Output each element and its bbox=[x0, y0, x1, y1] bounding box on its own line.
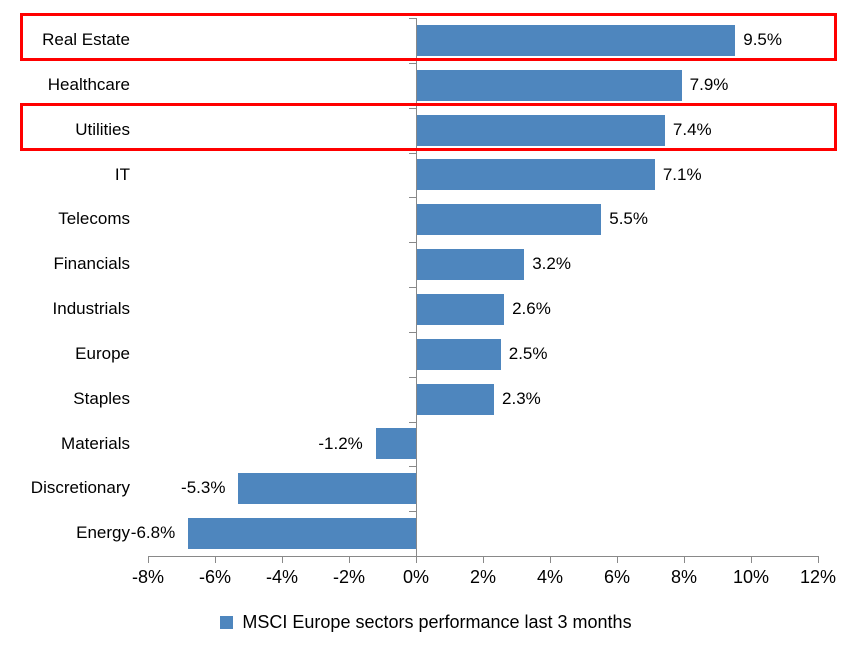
x-axis-tick bbox=[818, 556, 819, 563]
bar bbox=[417, 338, 501, 370]
bar bbox=[417, 69, 682, 101]
data-label: -6.8% bbox=[130, 523, 176, 543]
category-axis-tick bbox=[409, 466, 416, 468]
bar bbox=[417, 383, 495, 415]
category-label: IT bbox=[114, 164, 130, 184]
x-axis-tick bbox=[550, 556, 551, 563]
x-axis-tick bbox=[416, 556, 417, 563]
x-tick-label: 2% bbox=[469, 567, 496, 587]
y-axis-line bbox=[416, 18, 417, 556]
x-tick-label: 10% bbox=[732, 567, 770, 587]
category-label: Staples bbox=[73, 388, 130, 408]
category-axis-tick bbox=[409, 376, 416, 378]
x-axis-tick bbox=[215, 556, 216, 563]
x-tick-label: 8% bbox=[670, 567, 697, 587]
bar bbox=[417, 24, 736, 56]
data-label: 2.5% bbox=[508, 343, 548, 363]
category-axis-tick bbox=[409, 62, 416, 64]
data-label: -5.3% bbox=[181, 478, 226, 498]
category-axis-tick bbox=[409, 421, 416, 423]
x-tick-label: -2% bbox=[332, 567, 365, 587]
data-label: 7.9% bbox=[689, 74, 729, 94]
category-axis-tick bbox=[409, 331, 416, 333]
category-label: Utilities bbox=[75, 119, 130, 139]
bar bbox=[375, 428, 416, 460]
category-label: Financials bbox=[53, 254, 130, 274]
category-label: Telecoms bbox=[58, 209, 130, 229]
category-label: Healthcare bbox=[47, 74, 130, 94]
bar bbox=[417, 159, 655, 191]
category-label: Real Estate bbox=[42, 30, 130, 49]
bar bbox=[417, 204, 602, 236]
data-label: 2.6% bbox=[512, 299, 551, 318]
category-label: Energy bbox=[76, 523, 130, 543]
category-label: Europe bbox=[75, 343, 130, 363]
data-label: 3.2% bbox=[532, 254, 571, 274]
x-axis-tick bbox=[483, 556, 484, 563]
data-label: 2.3% bbox=[502, 388, 541, 408]
x-axis-tick bbox=[684, 556, 685, 563]
data-label: -1.2% bbox=[318, 433, 363, 453]
category-label: Discretionary bbox=[30, 478, 130, 498]
x-axis-tick bbox=[751, 556, 752, 563]
category-axis-tick bbox=[409, 107, 416, 109]
x-tick-label: -6% bbox=[198, 567, 231, 587]
category-axis-tick bbox=[409, 197, 416, 199]
data-label: 5.5% bbox=[609, 209, 648, 229]
x-axis-tick bbox=[148, 556, 149, 563]
legend: MSCI Europe sectors performance last 3 m… bbox=[0, 607, 852, 637]
category-axis-tick bbox=[409, 152, 416, 154]
x-tick-label: -8% bbox=[131, 567, 164, 587]
x-axis-tick bbox=[617, 556, 618, 563]
x-tick-label: 4% bbox=[536, 567, 563, 587]
category-axis-tick bbox=[409, 242, 416, 244]
bar bbox=[188, 518, 416, 550]
x-tick-label: 0% bbox=[402, 567, 429, 587]
data-label: 9.5% bbox=[743, 30, 782, 49]
legend-swatch-icon bbox=[220, 615, 234, 629]
category-axis-tick bbox=[409, 511, 416, 513]
bar bbox=[417, 114, 665, 146]
x-tick-label: 12% bbox=[799, 567, 837, 587]
category-label: Materials bbox=[61, 433, 130, 453]
category-axis-tick bbox=[409, 287, 416, 288]
x-axis-tick bbox=[349, 556, 350, 563]
category-label: Industrials bbox=[52, 299, 130, 318]
data-label: 7.1% bbox=[662, 164, 702, 184]
x-axis-line bbox=[148, 556, 819, 557]
highlight-box-real-estate bbox=[20, 13, 837, 62]
highlight-box-utilities bbox=[20, 102, 837, 151]
bar bbox=[417, 293, 505, 325]
x-tick-label: -4% bbox=[265, 567, 298, 587]
category-axis-tick bbox=[409, 18, 416, 19]
x-tick-label: 6% bbox=[603, 567, 630, 587]
bar bbox=[238, 473, 416, 505]
x-axis-tick bbox=[282, 556, 283, 563]
legend-label: MSCI Europe sectors performance last 3 m… bbox=[242, 611, 632, 632]
data-label: 7.4% bbox=[672, 119, 712, 139]
bar bbox=[417, 249, 525, 281]
